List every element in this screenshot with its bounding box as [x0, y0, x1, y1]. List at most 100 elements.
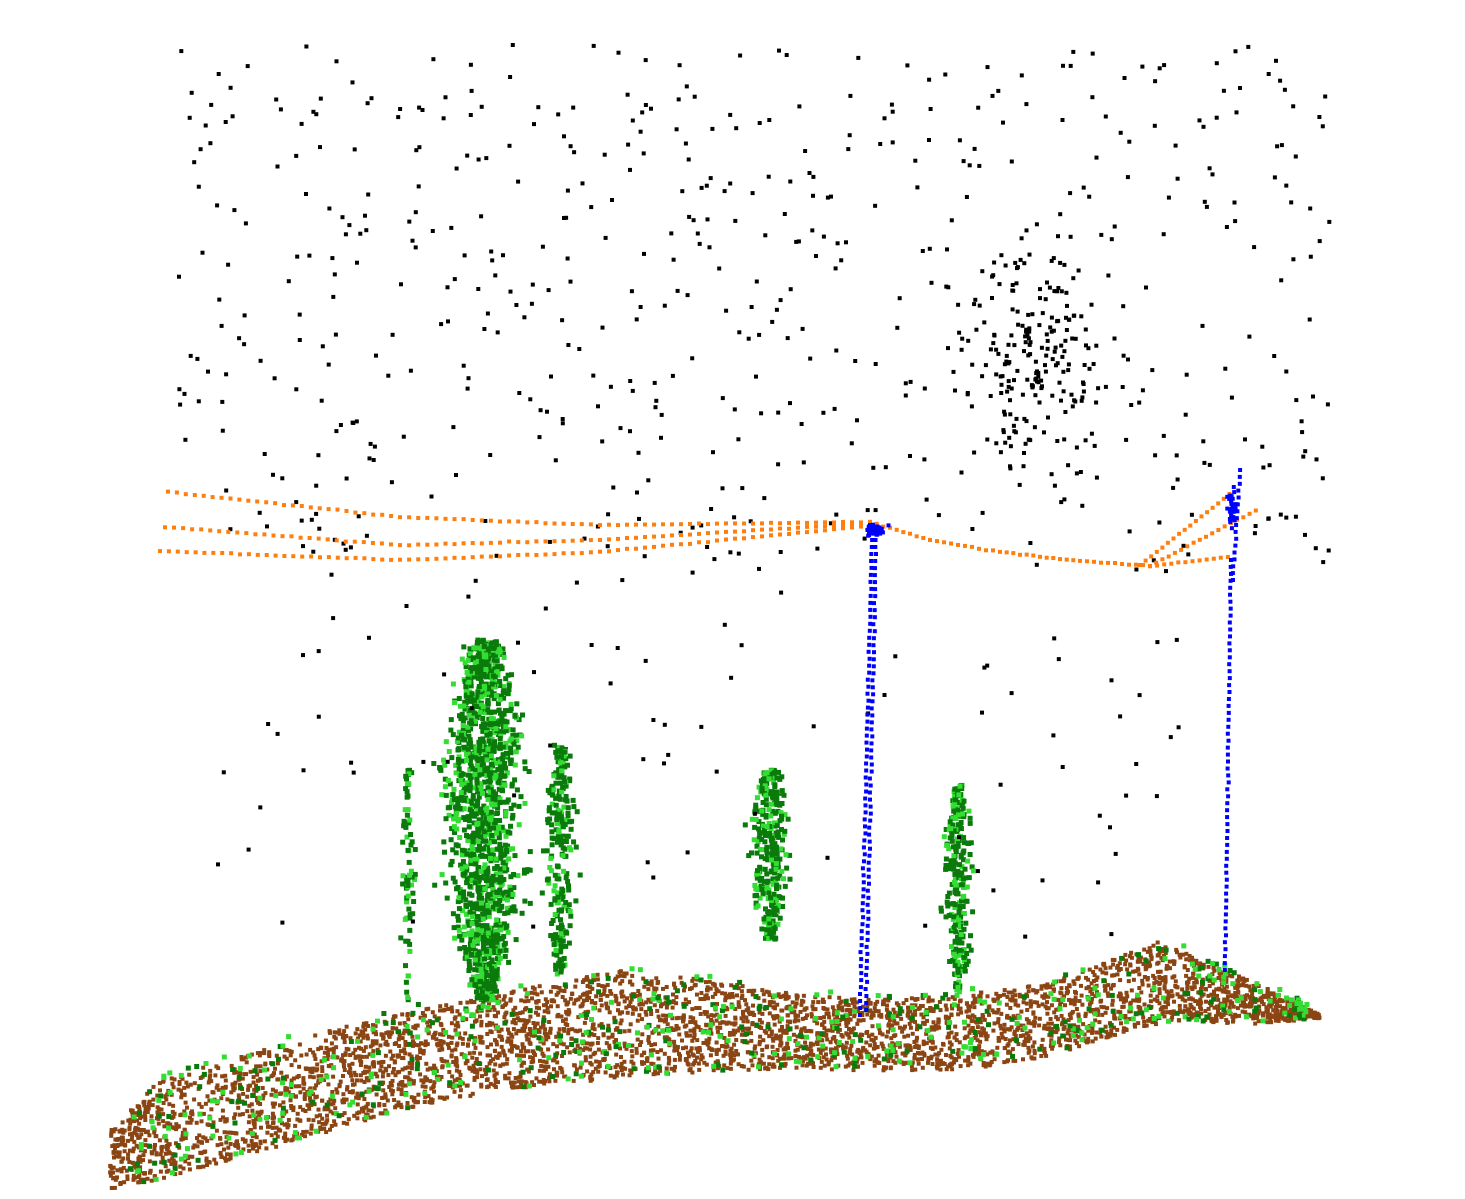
ground-point: [909, 1064, 914, 1069]
ground-point: [432, 1089, 436, 1094]
low-vegetation-point: [138, 1145, 144, 1151]
ground-point: [528, 1029, 533, 1034]
ground-point: [675, 1045, 680, 1049]
ground-point: [558, 1065, 563, 1070]
ground-point: [564, 1009, 569, 1014]
ground-point: [793, 1013, 798, 1018]
high-vegetation-point: [498, 921, 503, 927]
low-vegetation-point: [698, 977, 704, 983]
low-vegetation-point: [232, 1120, 238, 1126]
ground-point: [652, 1003, 657, 1008]
ground-point: [845, 1008, 849, 1013]
ground-point: [952, 996, 957, 1001]
ground-point: [120, 1135, 125, 1140]
low-vegetation-point: [308, 1088, 314, 1094]
ground-point: [822, 1006, 827, 1011]
ground-point: [1087, 967, 1092, 972]
ground-point: [673, 1027, 678, 1032]
ground-point: [647, 998, 652, 1003]
ground-point: [691, 976, 696, 981]
ground-point: [271, 1104, 276, 1109]
ground-point: [114, 1150, 119, 1155]
ground-point: [131, 1177, 136, 1182]
low-vegetation-point: [757, 1003, 763, 1009]
low-vegetation-point: [603, 1051, 609, 1057]
ground-point: [599, 1003, 604, 1008]
ground-point: [908, 1047, 913, 1052]
ground-point: [411, 1025, 416, 1030]
ground-point: [330, 1090, 335, 1094]
ground-point: [1115, 972, 1120, 977]
ground-point: [1248, 988, 1253, 993]
ground-point: [676, 1015, 681, 1020]
ground-point: [254, 1115, 259, 1120]
ground-point: [244, 1072, 249, 1077]
ground-point: [1162, 986, 1167, 991]
ground-point: [873, 1035, 878, 1040]
low-vegetation-point: [152, 1160, 158, 1166]
ground-point: [237, 1096, 242, 1101]
low-vegetation-point: [663, 1038, 669, 1044]
low-vegetation-point: [631, 1066, 637, 1072]
ground-point: [860, 1013, 865, 1018]
ground-point: [1217, 1006, 1222, 1010]
low-vegetation-point: [887, 1012, 892, 1018]
ground-point: [642, 984, 647, 989]
ground-point: [678, 975, 683, 980]
ground-point: [566, 1012, 571, 1017]
ground-point: [1094, 990, 1099, 994]
ground-point: [472, 1067, 477, 1072]
ground-point: [684, 1031, 689, 1036]
ground-point: [362, 1080, 367, 1084]
ground-point: [637, 1013, 642, 1018]
ground-point: [472, 1000, 477, 1004]
ground-point: [634, 1050, 639, 1055]
ground-point: [154, 1152, 159, 1157]
ground-point: [765, 1044, 770, 1049]
low-vegetation-point: [406, 1081, 412, 1087]
ground-point: [580, 1002, 585, 1006]
ground-point: [1247, 1012, 1251, 1017]
ground-point: [1155, 999, 1160, 1003]
ground-point: [664, 1035, 669, 1040]
ground-point: [856, 1047, 861, 1052]
low-vegetation-point: [969, 1037, 974, 1043]
ground-point: [930, 1062, 935, 1066]
ground-point: [361, 1021, 366, 1026]
ground-point: [973, 997, 978, 1002]
ground-point: [864, 1040, 869, 1045]
ground-point: [1200, 977, 1205, 982]
ground-point: [692, 1029, 697, 1034]
ground-point: [639, 1040, 644, 1045]
ground-point: [480, 1074, 484, 1079]
ground-point: [672, 1057, 677, 1062]
ground-point: [163, 1151, 168, 1156]
ground-point: [826, 1060, 831, 1065]
ground-point: [607, 1010, 612, 1015]
ground-point: [628, 1068, 633, 1073]
ground-point: [721, 1053, 726, 1058]
ground-point: [415, 1100, 420, 1105]
ground-point: [1253, 1021, 1258, 1026]
low-vegetation-point: [1230, 981, 1236, 987]
low-vegetation-point: [1223, 971, 1229, 977]
ground-point: [270, 1101, 275, 1106]
ground-point: [111, 1176, 116, 1181]
ground-point: [954, 1058, 959, 1063]
ground-point: [965, 1001, 969, 1006]
ground-point: [453, 1028, 458, 1033]
ground-point: [155, 1093, 160, 1098]
ground-point: [532, 1083, 536, 1087]
ground-point: [472, 1077, 477, 1082]
ground-point: [297, 1084, 302, 1089]
ground-point: [450, 1048, 455, 1053]
ground-point: [1143, 963, 1148, 968]
low-vegetation-point: [664, 1070, 670, 1076]
ground-point: [785, 1013, 790, 1018]
ground-point: [1062, 994, 1066, 999]
ground-point: [363, 1064, 368, 1069]
ground-point: [447, 1070, 452, 1074]
ground-point: [485, 1085, 490, 1090]
